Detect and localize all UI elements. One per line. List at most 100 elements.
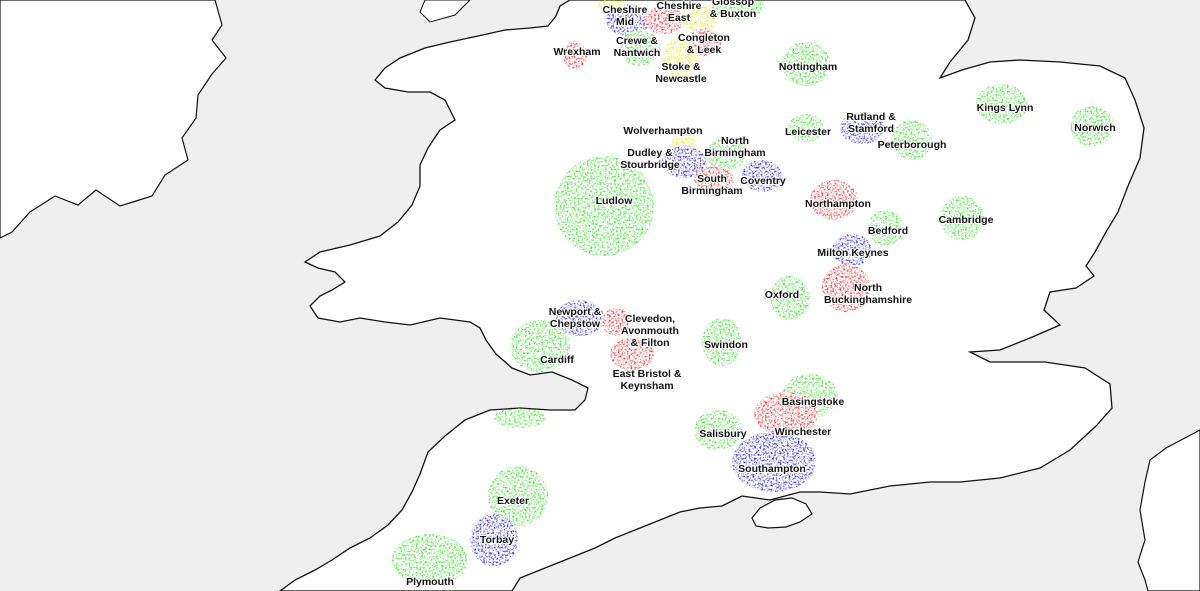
france-landmass (1137, 429, 1200, 591)
coverage-blob (610, 338, 654, 370)
region-label-cardiff: Cardiff (540, 354, 574, 366)
region-label-line: Wrexham (553, 46, 600, 58)
region-label-south-birmingham: South Birmingham (681, 173, 742, 197)
region-label-line: Newport & (549, 306, 602, 318)
region-label-crewe-nantwich: Crewe & Nantwich (614, 35, 661, 59)
coverage-blob (602, 308, 630, 336)
region-label-line: Birmingham (681, 185, 742, 197)
region-label-line: & Buxton (710, 8, 757, 20)
coverage-blob (712, 0, 764, 20)
region-label-line: Leicester (785, 126, 831, 138)
region-label-nottingham: Nottingham (779, 61, 837, 73)
region-label-line: Buckinghamshire (824, 294, 912, 306)
region-label-line: & Filton (630, 337, 669, 349)
isle-of-wight (751, 497, 813, 529)
coverage-blob (494, 408, 546, 428)
region-label-line: Basingstoke (782, 396, 845, 408)
region-label-east-bristol-keynsham: East Bristol & Keynsham (613, 368, 682, 392)
region-label-line: Torbay (480, 534, 514, 546)
region-label-line: & Leek (687, 44, 722, 56)
region-label-line: Stamford (848, 123, 894, 135)
coverage-blob (754, 392, 818, 436)
region-label-peterborough: Peterborough (878, 139, 947, 151)
region-label-line: East (668, 12, 691, 24)
region-label-north-birmingham: North Birmingham (704, 135, 765, 159)
coverage-blob (563, 41, 587, 69)
region-label-line: Cheshire (657, 0, 702, 12)
region-label-winchester: Winchester (775, 426, 832, 438)
coverage-blob (788, 114, 824, 142)
coverage-blob (662, 146, 706, 178)
coverage-blob (470, 514, 518, 566)
coverage-blob (782, 42, 830, 86)
coverage-blob (810, 180, 858, 220)
region-label-line: Kings Lynn (977, 102, 1034, 114)
coverage-blob (694, 410, 742, 450)
region-label-congleton-leek: Congleton & Leek (678, 32, 730, 56)
region-label-line: Coventry (740, 175, 786, 187)
region-label-line: Congleton (678, 32, 730, 44)
coverage-blob (770, 276, 810, 320)
region-label-ludlow: Ludlow (596, 195, 634, 207)
region-label-line: Bedford (868, 225, 908, 237)
coverage-blob (868, 210, 904, 246)
region-label-line: South (697, 173, 727, 185)
region-label-line: Glossop (712, 0, 754, 8)
coverage-blob (694, 166, 734, 194)
coverage-blob (940, 196, 984, 240)
region-label-line: Winchester (775, 426, 832, 438)
region-label-line: Cambridge (939, 214, 994, 226)
region-label-line: Birmingham (704, 147, 765, 159)
region-label-line: Peterborough (878, 139, 947, 151)
region-label-line: North (854, 282, 882, 294)
coverage-blob (832, 234, 872, 266)
coverage-blob (689, 28, 721, 56)
region-label-line: Stoke & (661, 61, 701, 73)
region-label-line: Cheshire (603, 4, 648, 16)
region-label-stoke-newcastle: Stoke & Newcastle (655, 61, 707, 85)
coverage-blob (840, 112, 884, 144)
coverage-blob (662, 38, 698, 78)
coverage-blob (702, 318, 742, 366)
region-label-line: Crewe & (616, 35, 658, 47)
region-label-dudley-stourbridge: Dudley & Stourbridge (620, 147, 680, 171)
region-label-cambridge: Cambridge (939, 214, 994, 226)
region-label-line: Chepstow (550, 318, 601, 330)
region-label-plymouth: Plymouth (406, 576, 454, 588)
coverage-blob (392, 534, 468, 586)
region-label-line: Rutland & (846, 111, 896, 123)
region-label-line: Cardiff (540, 354, 574, 366)
region-label-wrexham: Wrexham (553, 46, 600, 58)
region-label-milton-keynes: Milton Keynes (817, 247, 888, 259)
region-label-line: Stourbridge (620, 159, 680, 171)
region-label-line: Exeter (497, 495, 529, 507)
region-label-line: East Bristol & (613, 368, 682, 380)
region-label-norwich: Norwich (1074, 122, 1115, 134)
region-label-exeter: Exeter (497, 495, 529, 507)
region-label-line: Swindon (704, 339, 748, 351)
region-label-line: Nantwich (614, 47, 661, 59)
coverage-blob (598, 0, 626, 14)
isle-of-man (419, 0, 471, 23)
coverage-blob (644, 6, 684, 34)
region-label-line: North (721, 135, 749, 147)
region-label-coventry: Coventry (740, 175, 786, 187)
region-label-swindon: Swindon (704, 339, 748, 351)
region-label-line: Norwich (1074, 122, 1115, 134)
region-label-salisbury: Salisbury (699, 428, 746, 440)
region-label-line: Ludlow (596, 195, 634, 207)
coverage-blob (554, 156, 654, 256)
ireland-landmass (0, 0, 227, 239)
region-label-line: Avonmouth (621, 325, 679, 337)
region-label-line: Plymouth (406, 576, 454, 588)
region-label-line: Northampton (805, 198, 871, 210)
region-label-northampton: Northampton (805, 198, 871, 210)
region-label-basingstoke: Basingstoke (782, 396, 845, 408)
region-label-southampton: Southampton (738, 463, 806, 475)
coverage-blob (556, 300, 604, 336)
region-label-clevedon-avonmouth-filton: Clevedon, Avonmouth & Filton (621, 313, 679, 349)
region-label-glossop-buxton: Glossop & Buxton (710, 0, 757, 20)
region-label-line: Oxford (765, 289, 799, 301)
region-label-kings-lynn: Kings Lynn (977, 102, 1034, 114)
